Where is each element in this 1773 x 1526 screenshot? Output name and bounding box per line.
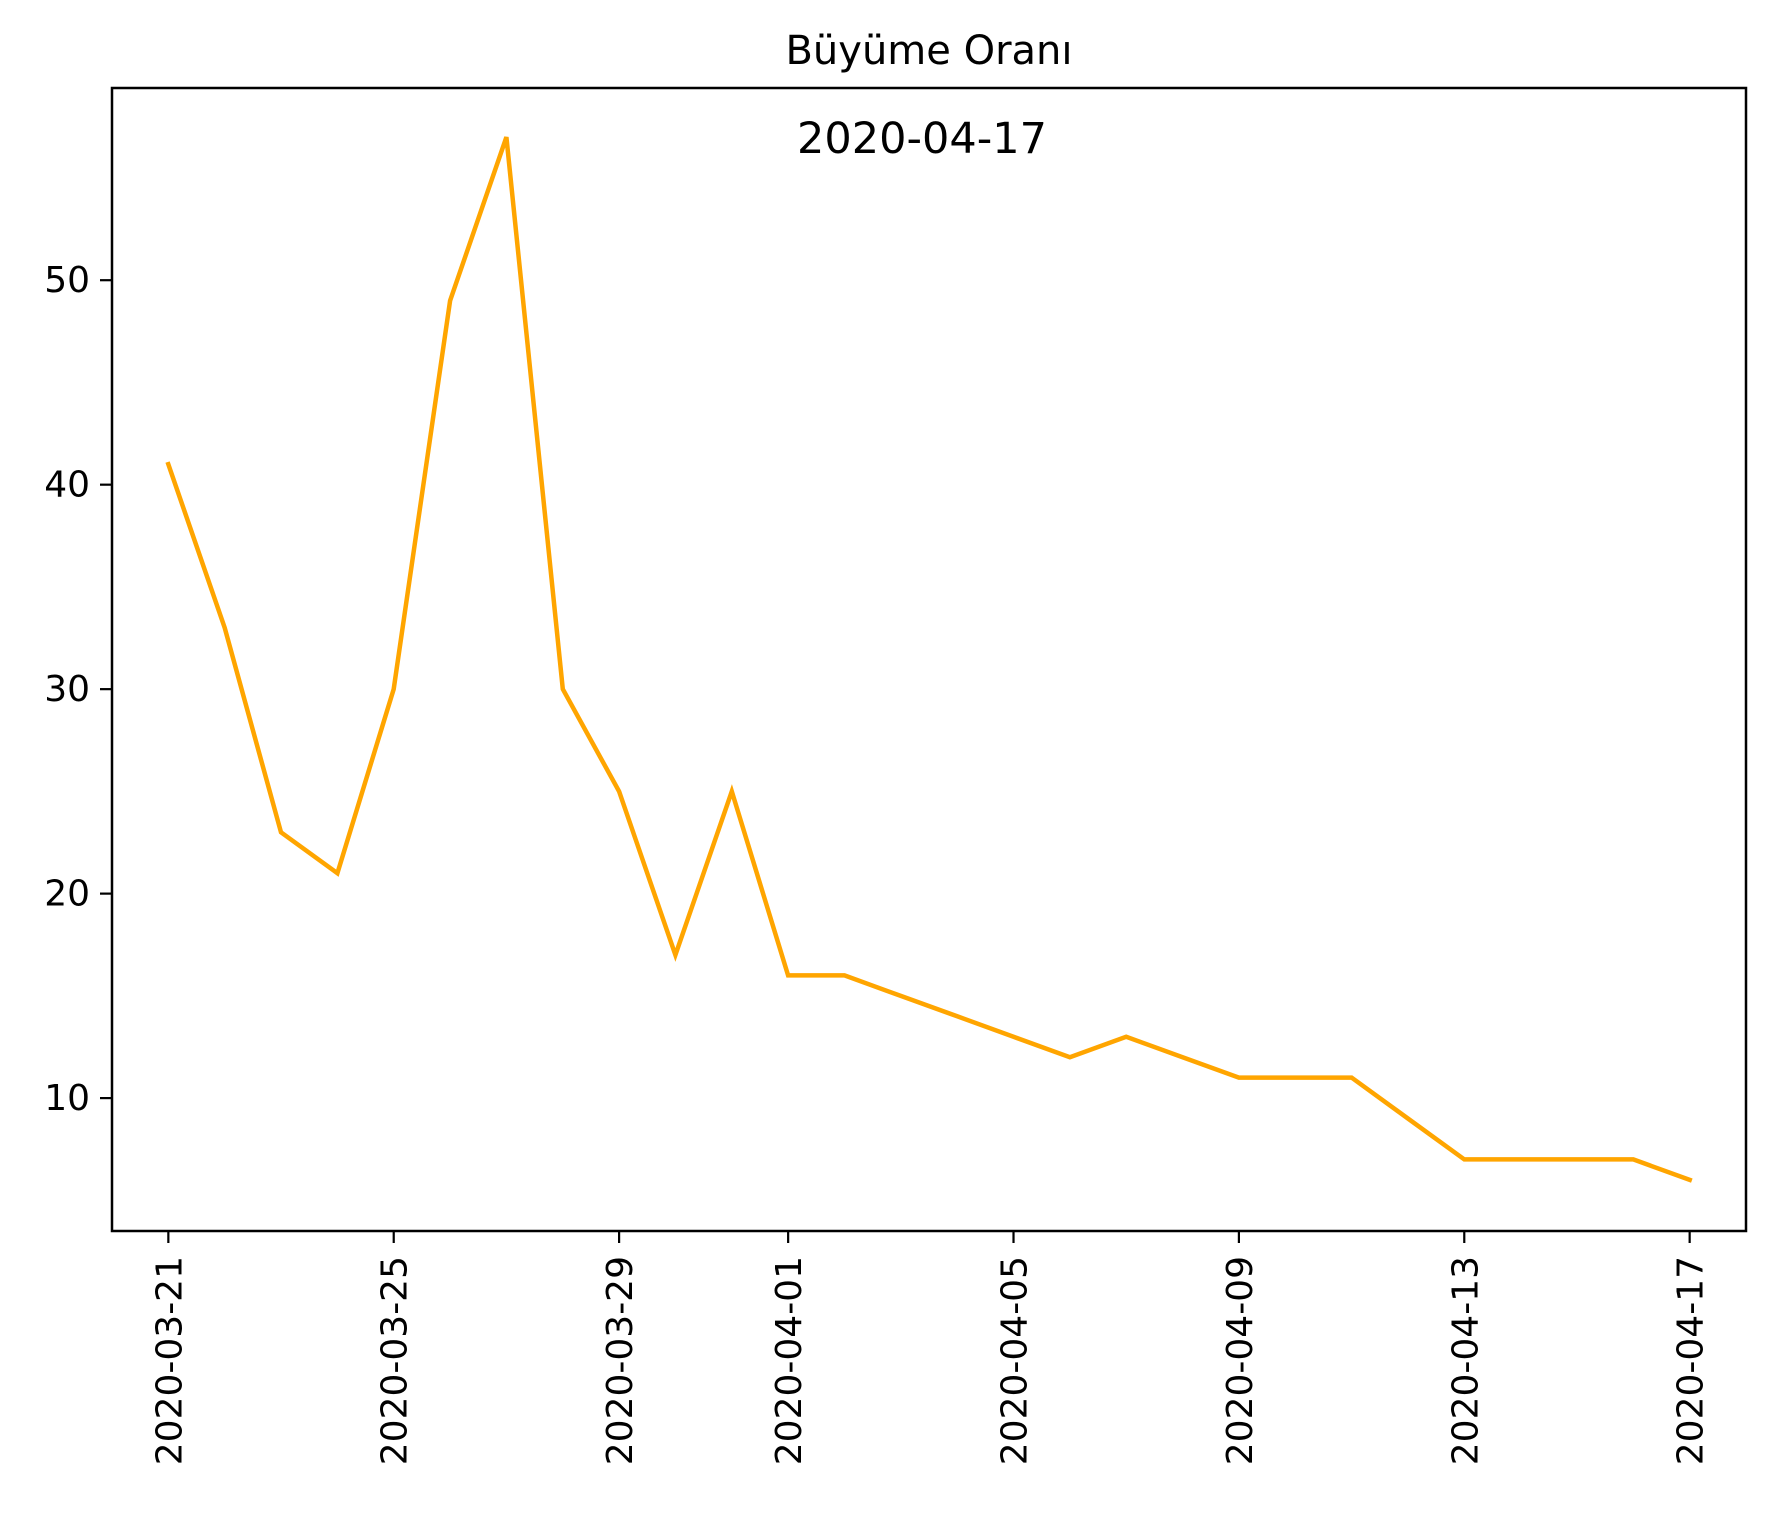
- date-annotation: 2020-04-17: [797, 114, 1047, 164]
- x-tick-label: 2020-03-29: [600, 1256, 641, 1465]
- plot-frame: [110, 86, 1748, 1233]
- x-tick-label: 2020-04-05: [995, 1256, 1036, 1465]
- x-tick-label: 2020-04-09: [1220, 1256, 1261, 1465]
- series-line-0: [165, 136, 1693, 1183]
- x-tick-label: 2020-04-13: [1445, 1256, 1486, 1465]
- x-tick-label: 2020-04-01: [769, 1256, 810, 1465]
- x-tick-label: 2020-04-17: [1671, 1256, 1712, 1465]
- y-tick-label: 10: [44, 1078, 90, 1119]
- y-tick-label: 40: [44, 465, 90, 506]
- y-tick-label: 20: [44, 874, 90, 915]
- chart-title: Büyüme Oranı: [785, 28, 1072, 74]
- y-tick-label: 30: [44, 669, 90, 710]
- x-tick-label: 2020-03-21: [149, 1256, 190, 1465]
- x-tick-label: 2020-03-25: [375, 1256, 416, 1465]
- plot-area: 10 20 30 40 50 2020-03-21 2020-03-25 2020-03-29…: [44, 86, 1748, 1465]
- y-tick-label: 50: [44, 260, 90, 301]
